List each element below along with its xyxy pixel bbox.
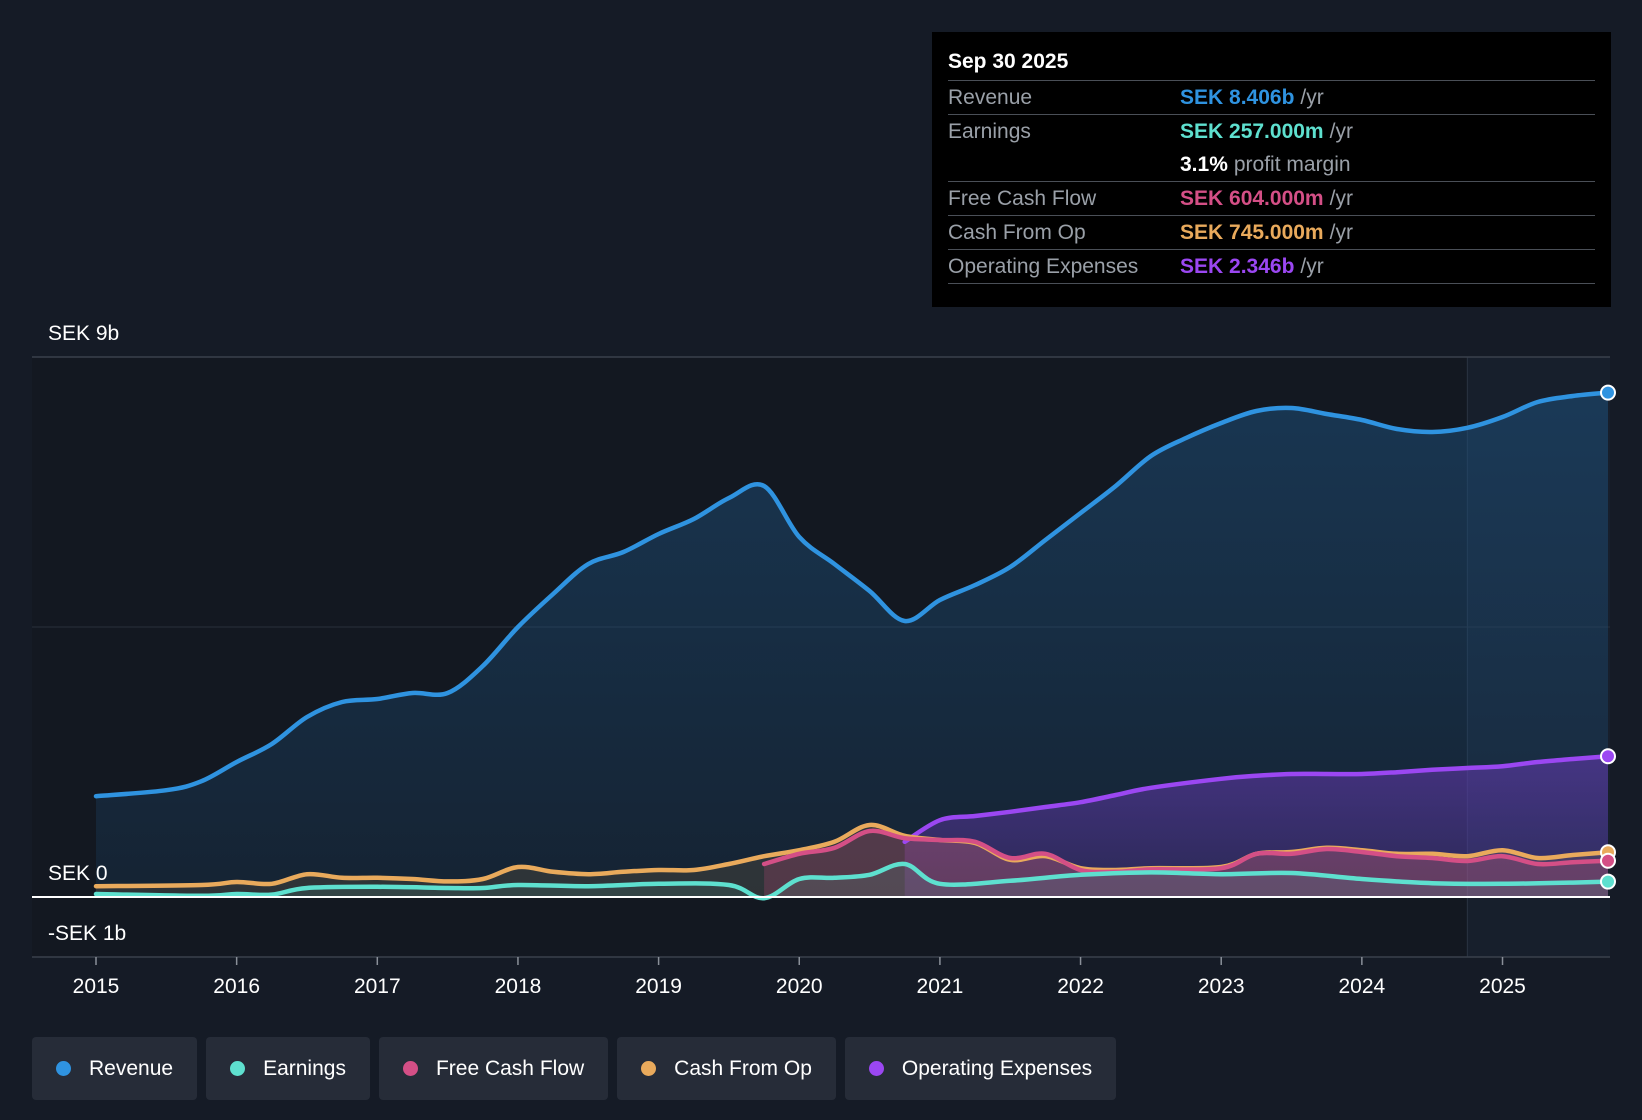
x-tick-label: 2017: [354, 975, 401, 998]
tooltip-label: Revenue: [948, 85, 1033, 109]
tooltip-label: Earnings: [948, 119, 1031, 143]
series-line-revenue: [93, 390, 1611, 799]
legend: Revenue Earnings Free Cash Flow Cash Fro…: [32, 1037, 1117, 1100]
series-area-cash-from-op: [96, 824, 1608, 897]
y-axis-label-bottom: -SEK 1b: [48, 922, 126, 945]
tooltip-row-operating-expenses: Operating Expenses SEK 2.346b /yr: [948, 249, 1595, 284]
series-area-revenue: [96, 392, 1608, 897]
x-tick-label: 2020: [776, 975, 823, 998]
y-axis-label-top: SEK 9b: [48, 322, 119, 345]
tooltip-row-cash-from-op: Cash From Op SEK 745.000m /yr: [948, 215, 1595, 249]
tooltip-label: Operating Expenses: [948, 254, 1139, 278]
tooltip-label: Cash From Op: [948, 220, 1086, 244]
x-tick-label: 2022: [1057, 975, 1104, 998]
legend-item-cash-from-op[interactable]: Cash From Op: [617, 1037, 836, 1100]
x-tick-label: 2025: [1479, 975, 1526, 998]
legend-label: Free Cash Flow: [435, 1056, 585, 1080]
series-end-marker-revenue: [1600, 384, 1616, 401]
x-tick-label: 2024: [1339, 975, 1386, 998]
series-end-marker-free-cash-flow: [1600, 852, 1616, 869]
x-tick-label: 2018: [495, 975, 542, 998]
legend-label: Earnings: [263, 1056, 346, 1080]
legend-dot-icon: [56, 1061, 71, 1076]
tooltip-value: SEK 745.000m: [1180, 220, 1324, 244]
x-tick-label: 2021: [917, 975, 964, 998]
tooltip-label: Free Cash Flow: [948, 186, 1097, 210]
tooltip-panel: Sep 30 2025 Revenue SEK 8.406b /yr Earni…: [932, 32, 1611, 307]
tooltip-value: SEK 604.000m: [1180, 186, 1324, 210]
x-tick-label: 2016: [213, 975, 260, 998]
legend-label: Operating Expenses: [901, 1056, 1093, 1080]
series-area-operating-expenses: [904, 756, 1608, 897]
series-line-operating-expenses: [902, 753, 1611, 845]
profit-margin-value: 3.1%: [1180, 152, 1228, 176]
series-line-free-cash-flow: [761, 828, 1611, 875]
series-line-earnings: [93, 861, 1611, 901]
tooltip-unit: /yr: [1329, 186, 1353, 210]
legend-item-free-cash-flow[interactable]: Free Cash Flow: [378, 1037, 609, 1100]
series-end-marker-operating-expenses: [1600, 748, 1616, 765]
legend-item-earnings[interactable]: Earnings: [206, 1037, 370, 1100]
tooltip-row-free-cash-flow: Free Cash Flow SEK 604.000m /yr: [948, 181, 1595, 215]
series-end-marker-earnings: [1600, 873, 1616, 890]
tooltip-unit: /yr: [1329, 119, 1353, 143]
legend-dot-icon: [402, 1061, 418, 1076]
legend-label: Cash From Op: [674, 1056, 812, 1080]
legend-dot-icon: [868, 1061, 884, 1076]
tooltip-date: Sep 30 2025: [948, 50, 1069, 73]
y-axis-label-zero: SEK 0: [48, 862, 108, 885]
legend-item-operating-expenses[interactable]: Operating Expenses: [844, 1037, 1117, 1100]
tooltip-unit: /yr: [1300, 85, 1324, 109]
legend-dot-icon: [230, 1061, 246, 1076]
tooltip-row-margin: 3.1% profit margin: [948, 148, 1595, 181]
tooltip-value: SEK 257.000m: [1180, 119, 1324, 143]
tooltip-value: SEK 2.346b: [1180, 254, 1295, 278]
tooltip-row-earnings: Earnings SEK 257.000m /yr: [948, 114, 1595, 148]
profit-margin-text: profit margin: [1233, 152, 1351, 176]
tooltip-value: SEK 8.406b: [1180, 85, 1295, 109]
legend-label: Revenue: [89, 1056, 174, 1080]
x-tick-label: 2015: [73, 975, 120, 998]
tooltip-unit: /yr: [1300, 254, 1324, 278]
x-tick-label: 2023: [1198, 975, 1245, 998]
legend-item-revenue[interactable]: Revenue: [32, 1037, 198, 1100]
tooltip-unit: /yr: [1329, 220, 1353, 244]
x-tick-label: 2019: [635, 975, 682, 998]
legend-dot-icon: [641, 1061, 657, 1076]
tooltip-row-revenue: Revenue SEK 8.406b /yr: [948, 80, 1595, 114]
